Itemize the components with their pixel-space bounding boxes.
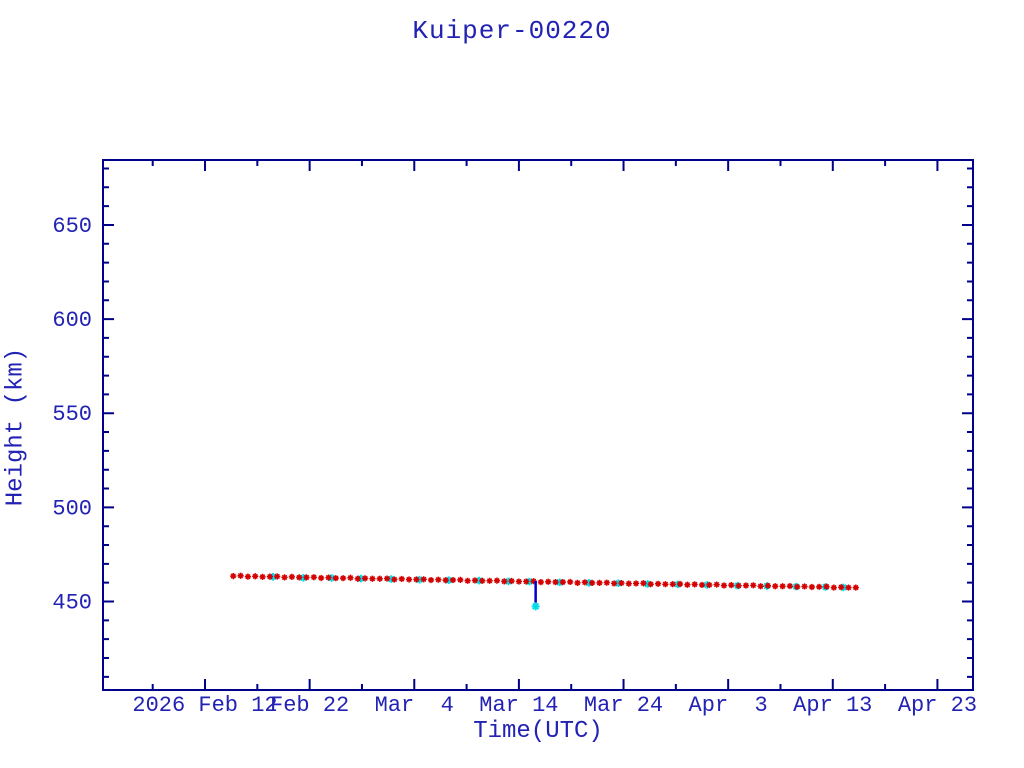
y-tick-label: 450 [52, 591, 92, 616]
plot-frame [102, 159, 974, 691]
y-tick-label: 600 [52, 308, 92, 333]
x-tick-label: Apr 13 [793, 693, 872, 718]
x-tick-label: Mar 14 [479, 693, 558, 718]
x-axis-title: Time(UTC) [473, 718, 603, 745]
x-tick-label: Mar 4 [375, 693, 454, 718]
x-tick-label: Apr 3 [689, 693, 768, 718]
y-tick-label: 650 [52, 214, 92, 239]
y-tick-label: 500 [52, 496, 92, 521]
y-axis-title: Height (km) [2, 347, 30, 507]
x-tick-label: 2026 Feb 12 [132, 693, 277, 718]
series-red-asterisks [230, 572, 859, 591]
y-tick-label: 550 [52, 402, 92, 427]
x-tick-label: Mar 24 [584, 693, 663, 718]
x-tick-label: Apr 23 [898, 693, 977, 718]
x-tick-label: Feb 22 [270, 693, 349, 718]
outlier-point [531, 602, 540, 611]
chart-title: Kuiper-00220 [412, 16, 612, 46]
axis-ticks [103, 160, 973, 690]
